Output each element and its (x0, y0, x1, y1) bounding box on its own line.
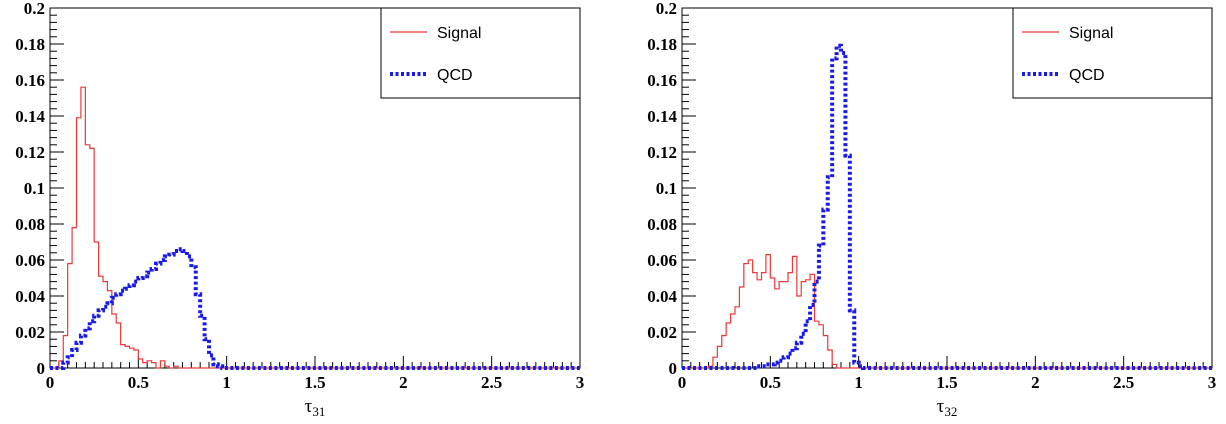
y-tick-label: 0.02 (647, 323, 677, 342)
legend-label-qcd: QCD (437, 67, 473, 84)
y-tick-label: 0.02 (15, 323, 45, 342)
y-tick-label: 0.18 (647, 35, 677, 54)
y-tick-label: 0.18 (15, 35, 45, 54)
legend-label-qcd: QCD (1069, 67, 1105, 84)
x-axis-title: τ31 (305, 396, 326, 419)
y-tick-label: 0.04 (647, 287, 677, 306)
legend: Signal QCD (1012, 7, 1213, 99)
series-line-qcd (50, 247, 580, 370)
y-tick-label: 0.12 (15, 143, 45, 162)
y-tick-label: 0.06 (647, 251, 677, 270)
legend-box (380, 7, 581, 99)
y-tick-label: 0.04 (15, 287, 45, 306)
y-tick-label: 0.14 (647, 107, 677, 126)
x-tick-label: 2 (399, 373, 408, 392)
x-tick-label: 0 (46, 373, 55, 392)
y-tick-label: 0.14 (15, 107, 45, 126)
x-tick-label: 0.5 (760, 373, 781, 392)
x-tick-label: 2.5 (1113, 373, 1134, 392)
y-tick-label: 0 (669, 359, 678, 378)
x-tick-label: 1.5 (304, 373, 325, 392)
legend: Signal QCD (380, 7, 581, 99)
x-tick-label: 3 (1208, 373, 1217, 392)
x-tick-label: 1 (854, 373, 863, 392)
y-tick-label: 0.06 (15, 251, 45, 270)
series-line-signal (50, 86, 580, 369)
x-tick-label: 0 (678, 373, 687, 392)
chart-panel-2: 0 0.5 1 1.5 2 2.5 3 0 0.02 0.04 0.06 0.08 0.1 0.12 0.1… (647, 0, 1216, 419)
x-tick-label: 1 (222, 373, 231, 392)
y-tick-label: 0.2 (24, 0, 45, 18)
x-tick-label: 0.5 (128, 373, 149, 392)
y-tick-label: 0.08 (15, 215, 45, 234)
y-tick-label: 0.1 (656, 179, 677, 198)
x-axis-title: τ32 (937, 396, 958, 419)
y-tick-label: 0.16 (647, 71, 677, 90)
x-tick-label: 2.5 (481, 373, 502, 392)
x-tick-label: 3 (576, 373, 585, 392)
legend-label-signal: Signal (1069, 25, 1113, 42)
y-tick-label: 0.12 (647, 143, 677, 162)
series-line-qcd (682, 43, 1212, 370)
chart-panel-1: 0 0.5 1 1.5 2 2.5 3 0 0.02 0.04 0.06 0.08 0.1 0.12 0.1… (15, 0, 584, 419)
x-tick-label: 2 (1031, 373, 1040, 392)
series-line-signal (682, 254, 1212, 369)
y-tick-label: 0.08 (647, 215, 677, 234)
y-tick-label: 0.1 (24, 179, 45, 198)
legend-box (1012, 7, 1213, 99)
y-tick-label: 0.2 (656, 0, 677, 18)
x-tick-label: 1.5 (936, 373, 957, 392)
legend-label-signal: Signal (437, 25, 481, 42)
y-tick-label: 0.16 (15, 71, 45, 90)
y-tick-label: 0 (37, 359, 46, 378)
